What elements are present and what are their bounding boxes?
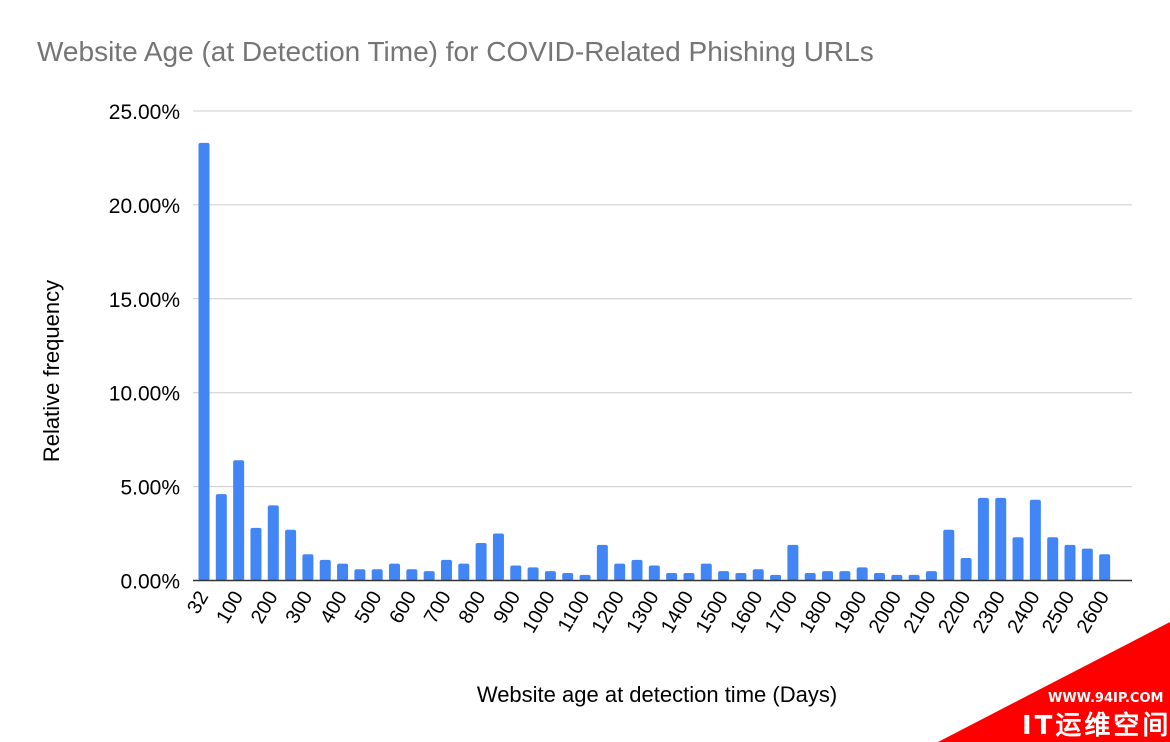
y-tick-label: 5.00% [120,477,180,500]
bar [822,571,834,581]
watermark-url: WWW.94IP.COM [1048,691,1163,706]
bar [371,569,383,581]
bar [579,574,591,581]
y-axis-ticks: 0.00% 5.00% 10.00% 15.00% 20.00% 25.00% [109,101,180,594]
bar [423,571,435,581]
x-axis-label: Website age at detection time (Days) [477,682,837,707]
bar [960,557,972,581]
bar [302,554,314,581]
bar [770,574,782,581]
bar [804,572,816,581]
bar [440,559,452,581]
bar [389,563,401,581]
bar [1012,537,1024,581]
bar [562,572,574,581]
bar [215,494,227,581]
bar [787,544,799,581]
bar [596,544,608,581]
bar [1047,537,1059,581]
bar [735,572,747,581]
bar [648,565,660,581]
bar [337,563,349,581]
bar [908,574,920,581]
bar [1099,554,1111,581]
bar [1081,548,1093,581]
bar [891,574,903,581]
bar [1029,499,1041,581]
bar [995,497,1007,581]
watermark-text: IT运维空间 [1022,710,1170,741]
y-tick-label: 25.00% [109,101,180,124]
watermark-triangle [938,622,1170,742]
gridlines [193,110,1132,488]
bar [319,559,331,581]
bar [527,567,539,581]
bars [198,142,1111,581]
bar [544,571,556,581]
y-axis-label: Relative frequency [39,280,64,462]
bar [873,572,885,581]
y-tick-label: 0.00% [120,571,180,594]
chart-title: Website Age (at Detection Time) for COVI… [37,36,874,67]
bar [406,569,418,581]
y-tick-label: 15.00% [109,289,180,312]
bar [925,571,937,581]
bar [475,542,487,581]
bar [683,572,695,581]
bar [943,529,955,581]
bar [198,142,210,581]
bar [856,567,868,581]
bar [614,563,626,581]
bar [285,529,297,581]
y-tick-label: 20.00% [109,195,180,218]
bar [839,571,851,581]
bar [700,563,712,581]
bar [492,533,504,581]
bar [250,527,262,581]
bar [977,497,989,581]
bar [233,460,245,581]
bar [752,569,764,581]
bar [1064,544,1076,581]
bar [458,563,470,581]
bar [354,569,366,581]
bar [631,559,643,581]
bar [267,505,279,581]
bar [510,565,522,581]
bar [666,572,678,581]
y-tick-label: 10.00% [109,383,180,406]
bar [718,571,730,581]
